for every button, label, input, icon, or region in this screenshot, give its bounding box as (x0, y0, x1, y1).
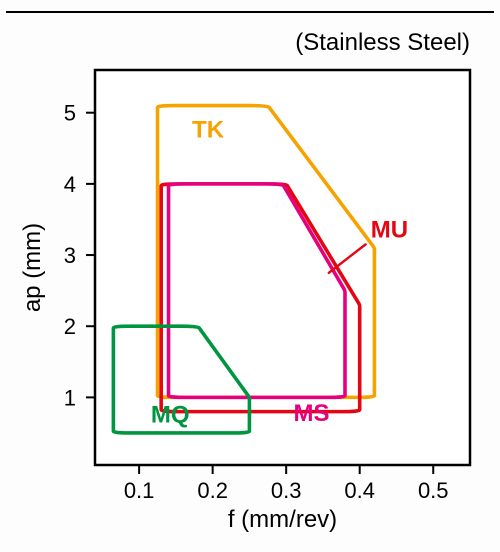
label-mu: MU (371, 216, 408, 243)
y-axis-label: ap (mm) (19, 223, 46, 312)
y-tick-label: 5 (64, 101, 76, 126)
label-ms: MS (294, 400, 330, 427)
x-tick-label: 0.3 (271, 478, 302, 503)
x-tick-label: 0.1 (124, 478, 155, 503)
x-axis-label: f (mm/rev) (228, 506, 337, 533)
label-mq: MQ (151, 401, 190, 428)
x-tick-label: 0.4 (344, 478, 375, 503)
y-tick-label: 1 (64, 385, 76, 410)
y-tick-label: 3 (64, 243, 76, 268)
x-tick-label: 0.5 (418, 478, 449, 503)
chart-canvas: (Stainless Steel) TK MU MS MQ 0.1 0.2 0.3 0.4 0.5… (0, 0, 500, 552)
y-tick-label: 2 (64, 314, 76, 339)
y-tick-label: 4 (64, 172, 76, 197)
x-tick-label: 0.2 (197, 478, 228, 503)
label-tk: TK (192, 117, 225, 144)
subtitle: (Stainless Steel) (295, 29, 470, 56)
